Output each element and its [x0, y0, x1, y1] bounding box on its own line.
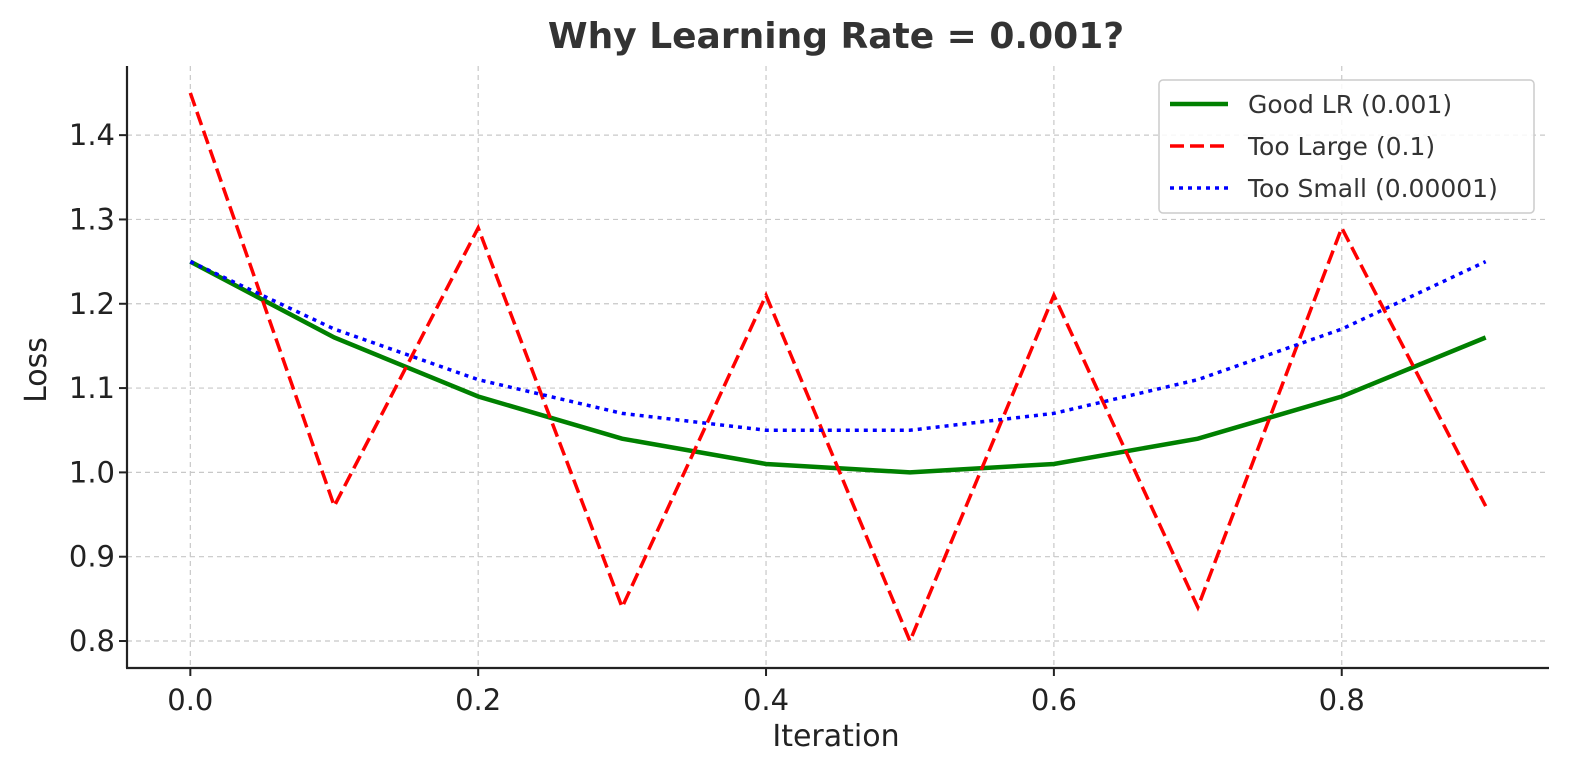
legend-box	[1158, 79, 1535, 214]
axis-ticks: 0.0 0.2 0.4 0.6 0.8 0.8 0.9 1.0 1.1 1.2 1.3 1.4	[69, 118, 1365, 717]
y-tick-label: 0.8	[69, 624, 115, 658]
legend-label-0: Good LR (0.001)	[1248, 90, 1452, 119]
legend: Good LR (0.001) Too Large (0.1) Too Small …	[1158, 79, 1535, 214]
series-lines	[188, 92, 1488, 646]
x-tick-label: 0.8	[1319, 683, 1365, 717]
y-tick-label: 1.3	[69, 202, 115, 236]
x-tick-label: 0.6	[1031, 683, 1077, 717]
y-tick-label: 1.4	[69, 118, 115, 152]
y-tick-label: 1.0	[69, 455, 115, 489]
x-axis-label: Iteration	[772, 719, 899, 754]
legend-label-2: Too Small (0.00001)	[1247, 174, 1498, 203]
x-tick-label: 0.4	[743, 683, 789, 717]
y-tick-label: 1.2	[69, 287, 115, 321]
chart-title: Why Learning Rate = 0.001?	[548, 16, 1124, 57]
x-tick-label: 0.2	[455, 683, 501, 717]
series-line-0	[189, 259, 1487, 475]
y-tick-label: 0.9	[69, 540, 115, 574]
series-line-2	[189, 260, 1487, 432]
x-tick-label: 0.0	[167, 683, 213, 717]
legend-label-1: Too Large (0.1)	[1247, 132, 1435, 161]
y-axis-label: Loss	[19, 337, 54, 403]
y-tick-label: 1.1	[69, 371, 115, 405]
series-line-1	[188, 92, 1488, 646]
